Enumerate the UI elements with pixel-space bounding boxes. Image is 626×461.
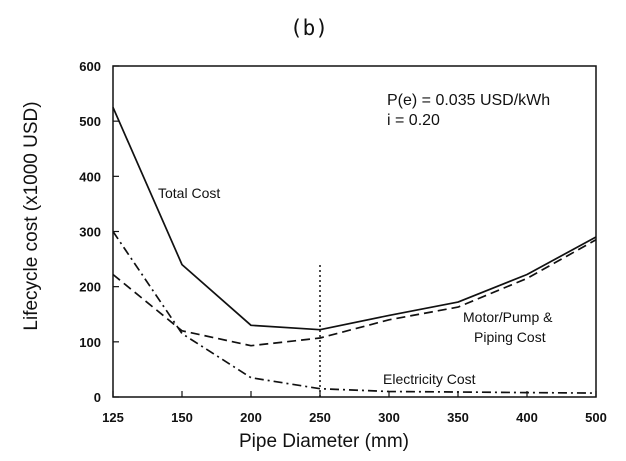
panel-label: (b) — [290, 16, 328, 40]
x-tick-label: 125 — [102, 410, 124, 425]
series-line-total-cost — [112, 107, 597, 331]
y-tick-label: 600 — [79, 59, 101, 74]
y-tick-label: 500 — [79, 114, 101, 129]
x-tick-label: 500 — [585, 410, 607, 425]
x-tick-label: 150 — [171, 410, 193, 425]
annotation-rate: i = 0.20 — [387, 112, 440, 129]
x-tick-label: 300 — [378, 410, 400, 425]
axes — [112, 65, 597, 398]
x-axis-title: Pipe Diameter (mm) — [239, 431, 409, 452]
label-total-cost: Total Cost — [158, 185, 220, 201]
series-lines — [112, 107, 597, 394]
y-axis-title: Lifecycle cost (x1000 USD) — [21, 101, 42, 330]
y-tick-label: 100 — [79, 335, 101, 350]
y-tick-label: 200 — [79, 280, 101, 295]
y-tick-label: 400 — [79, 169, 101, 184]
label-electricity-cost: Electricity Cost — [383, 371, 476, 387]
x-tick-label: 250 — [309, 410, 331, 425]
x-tick-label: 200 — [240, 410, 262, 425]
label-motor-pump-line1: Motor/Pump & — [463, 309, 553, 325]
x-tick-labels: 125 150 200 250 300 350 400 500 — [102, 410, 607, 425]
series-line-electricity-cost — [112, 231, 597, 394]
series-line-motor-pump-piping-cost — [112, 239, 597, 347]
x-tick-label: 350 — [447, 410, 469, 425]
y-tick-label: 300 — [79, 225, 101, 240]
plot-frame — [112, 65, 597, 398]
y-tick-labels: 0 100 200 300 400 500 600 — [79, 59, 101, 405]
label-motor-pump-line2: Piping Cost — [474, 329, 546, 345]
y-tick-label: 0 — [94, 390, 101, 405]
x-tick-label: 400 — [516, 410, 538, 425]
annotation-price: P(e) = 0.035 USD/kWh — [387, 92, 550, 109]
